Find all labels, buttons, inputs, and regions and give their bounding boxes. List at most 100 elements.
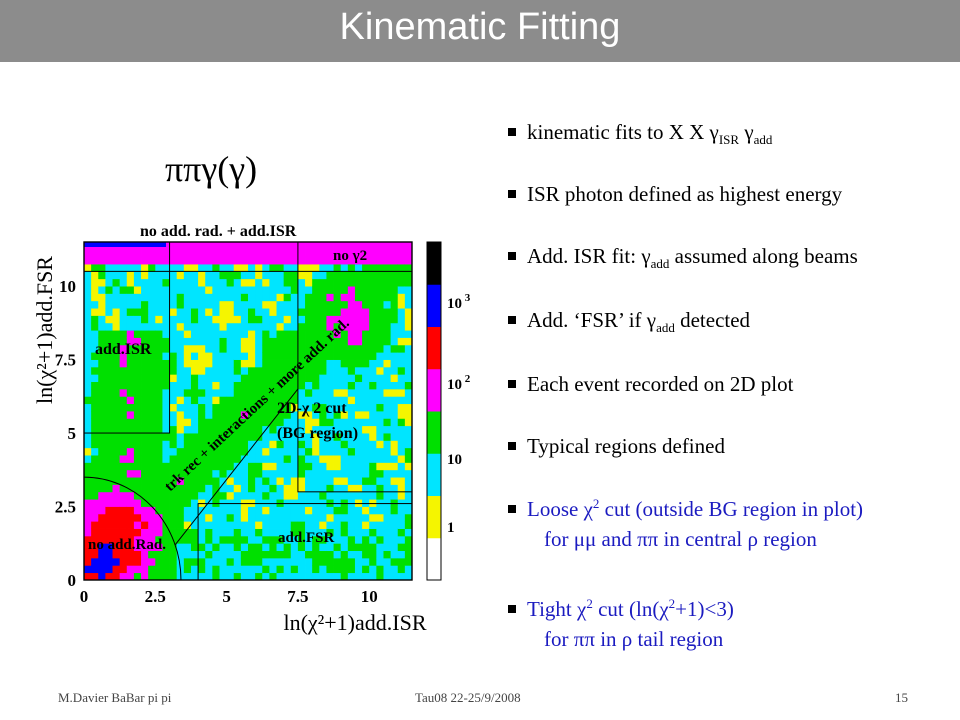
heatmap-cell	[176, 352, 185, 360]
heatmap-cell	[233, 264, 242, 272]
heatmap-cell	[262, 403, 270, 412]
heatmap-cell	[376, 374, 384, 383]
heatmap-cell	[347, 491, 356, 500]
heatmap-cell	[169, 256, 178, 265]
heatmap-cell	[290, 469, 299, 478]
heatmap-cell	[141, 352, 149, 360]
heatmap-cell	[297, 440, 306, 449]
heatmap-cell	[226, 308, 235, 316]
heatmap-cell	[283, 322, 292, 331]
heatmap-cell	[205, 521, 213, 529]
heatmap-cell	[205, 293, 213, 302]
heatmap-cell	[119, 484, 128, 493]
heatmap-cell	[183, 469, 192, 478]
heatmap-cell	[133, 337, 142, 346]
heatmap-cell	[212, 447, 220, 456]
heatmap-cell	[126, 366, 135, 375]
heatmap-cell	[383, 491, 392, 500]
heatmap-cell	[155, 418, 163, 427]
heatmap-cell	[319, 469, 327, 478]
heatmap-cell	[390, 462, 399, 471]
heatmap-cell	[333, 491, 342, 500]
heatmap-cell	[404, 499, 413, 507]
heatmap-cell	[84, 344, 92, 353]
heatmap-cell	[205, 557, 213, 566]
heatmap-cell	[397, 315, 406, 324]
heatmap-cell	[354, 418, 363, 427]
heatmap-cell	[326, 396, 334, 405]
heatmap-cell	[390, 352, 399, 360]
heatmap-cell	[190, 411, 199, 419]
heatmap-cell	[141, 565, 149, 574]
heatmap-cell	[141, 359, 149, 368]
heatmap-cell	[105, 271, 113, 280]
heatmap-cell	[290, 462, 299, 471]
heatmap-cell	[290, 381, 299, 390]
bullet-text: Each event recorded on 2D plot	[527, 372, 794, 396]
heatmap-cell	[112, 344, 121, 353]
heatmap-cell	[319, 440, 327, 449]
heatmap-cell	[98, 271, 106, 280]
heatmap-cell	[126, 528, 135, 537]
heatmap-cell	[162, 447, 170, 456]
heatmap-cell	[112, 528, 121, 537]
heatmap-cell	[155, 462, 163, 471]
heatmap-cell	[340, 491, 349, 500]
heatmap-cell	[176, 374, 185, 383]
heatmap-cell	[340, 315, 349, 324]
heatmap-cell	[297, 572, 306, 581]
heatmap-cell	[312, 550, 320, 559]
heatmap-cell	[347, 418, 356, 427]
heatmap-cell	[141, 278, 149, 287]
heatmap-cell	[190, 572, 199, 581]
heatmap-cell	[84, 337, 92, 346]
heatmap-cell	[98, 491, 106, 500]
heatmap-cell	[105, 447, 113, 456]
heatmap-cell	[290, 447, 299, 456]
heatmap-cell	[248, 344, 256, 353]
heatmap-cell	[176, 315, 185, 324]
bullet-text: kinematic fits to X X γ	[527, 120, 719, 144]
heatmap-cell	[276, 477, 285, 485]
heatmap-cell	[340, 249, 349, 258]
heatmap-cell	[305, 543, 313, 552]
heatmap-cell	[276, 271, 285, 280]
heatmap-cell	[383, 308, 392, 316]
heatmap-cell	[190, 455, 199, 463]
heatmap-cell	[190, 286, 199, 294]
heatmap-cell	[312, 403, 320, 412]
heatmap-cell	[148, 499, 156, 507]
heatmap-cell	[312, 322, 320, 331]
heatmap-cell	[240, 337, 249, 346]
heatmap-cell	[176, 418, 185, 427]
heatmap-cell	[347, 396, 356, 405]
heatmap-cell	[376, 256, 384, 265]
heatmap-cell	[397, 565, 406, 574]
heatmap-cell	[169, 381, 178, 390]
heatmap-cell	[91, 565, 99, 574]
heatmap-cell	[276, 528, 285, 537]
heatmap-cell	[312, 308, 320, 316]
heatmap-cell	[248, 256, 256, 265]
heatmap-cell	[319, 506, 327, 515]
heatmap-cell	[255, 293, 263, 302]
heatmap-cell	[240, 388, 249, 397]
heatmap-cell	[226, 440, 235, 449]
heatmap-cell	[354, 278, 363, 287]
heatmap-cell	[347, 528, 356, 537]
heatmap-cell	[205, 484, 213, 493]
heatmap-cell	[248, 359, 256, 368]
heatmap-cell	[119, 359, 128, 368]
heatmap-cell	[112, 418, 121, 427]
heatmap-cell	[119, 528, 128, 537]
heatmap-cell	[84, 256, 92, 265]
heatmap-cell	[119, 521, 128, 529]
heatmap-cell	[91, 300, 99, 309]
heatmap-cell	[105, 506, 113, 515]
heatmap-cell	[276, 242, 285, 250]
colorbar-tick-label: 1	[447, 520, 455, 536]
heatmap-cell	[198, 374, 206, 383]
heatmap-cell	[248, 374, 256, 383]
heatmap-cell	[297, 543, 306, 552]
heatmap-cell	[155, 403, 163, 412]
